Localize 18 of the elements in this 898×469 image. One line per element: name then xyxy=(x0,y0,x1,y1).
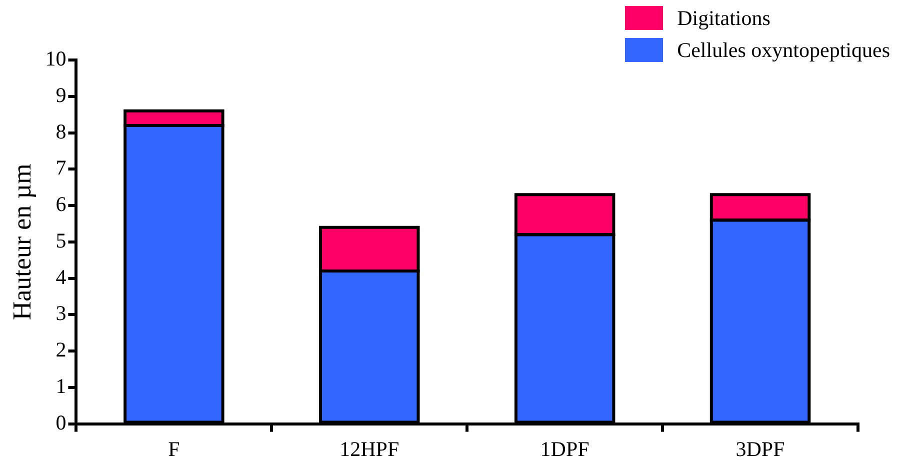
y-tick-label: 1 xyxy=(56,374,66,398)
x-tick-label: 1DPF xyxy=(540,436,590,461)
y-tick-label: 4 xyxy=(56,264,67,289)
y-tick-label: 3 xyxy=(56,301,66,326)
legend-label: Digitations xyxy=(677,6,770,30)
y-tick-label: 7 xyxy=(56,156,66,180)
x-tick-label: F xyxy=(168,436,180,461)
x-tick-label: 3DPF xyxy=(736,436,785,461)
y-tick-label: 5 xyxy=(56,228,66,252)
y-axis-title: Hauteur en µm xyxy=(7,164,36,320)
y-tick-label: 9 xyxy=(56,82,66,107)
y-tick-label: 10 xyxy=(45,46,66,71)
y-tick-label: 8 xyxy=(56,119,66,144)
legend-label: Cellules oxyntopeptiques xyxy=(677,38,890,62)
y-tick-label: 6 xyxy=(56,192,66,216)
y-tick-label: 2 xyxy=(56,338,66,362)
x-tick-label: 12HPF xyxy=(340,436,400,461)
y-tick-label: 0 xyxy=(56,410,66,434)
